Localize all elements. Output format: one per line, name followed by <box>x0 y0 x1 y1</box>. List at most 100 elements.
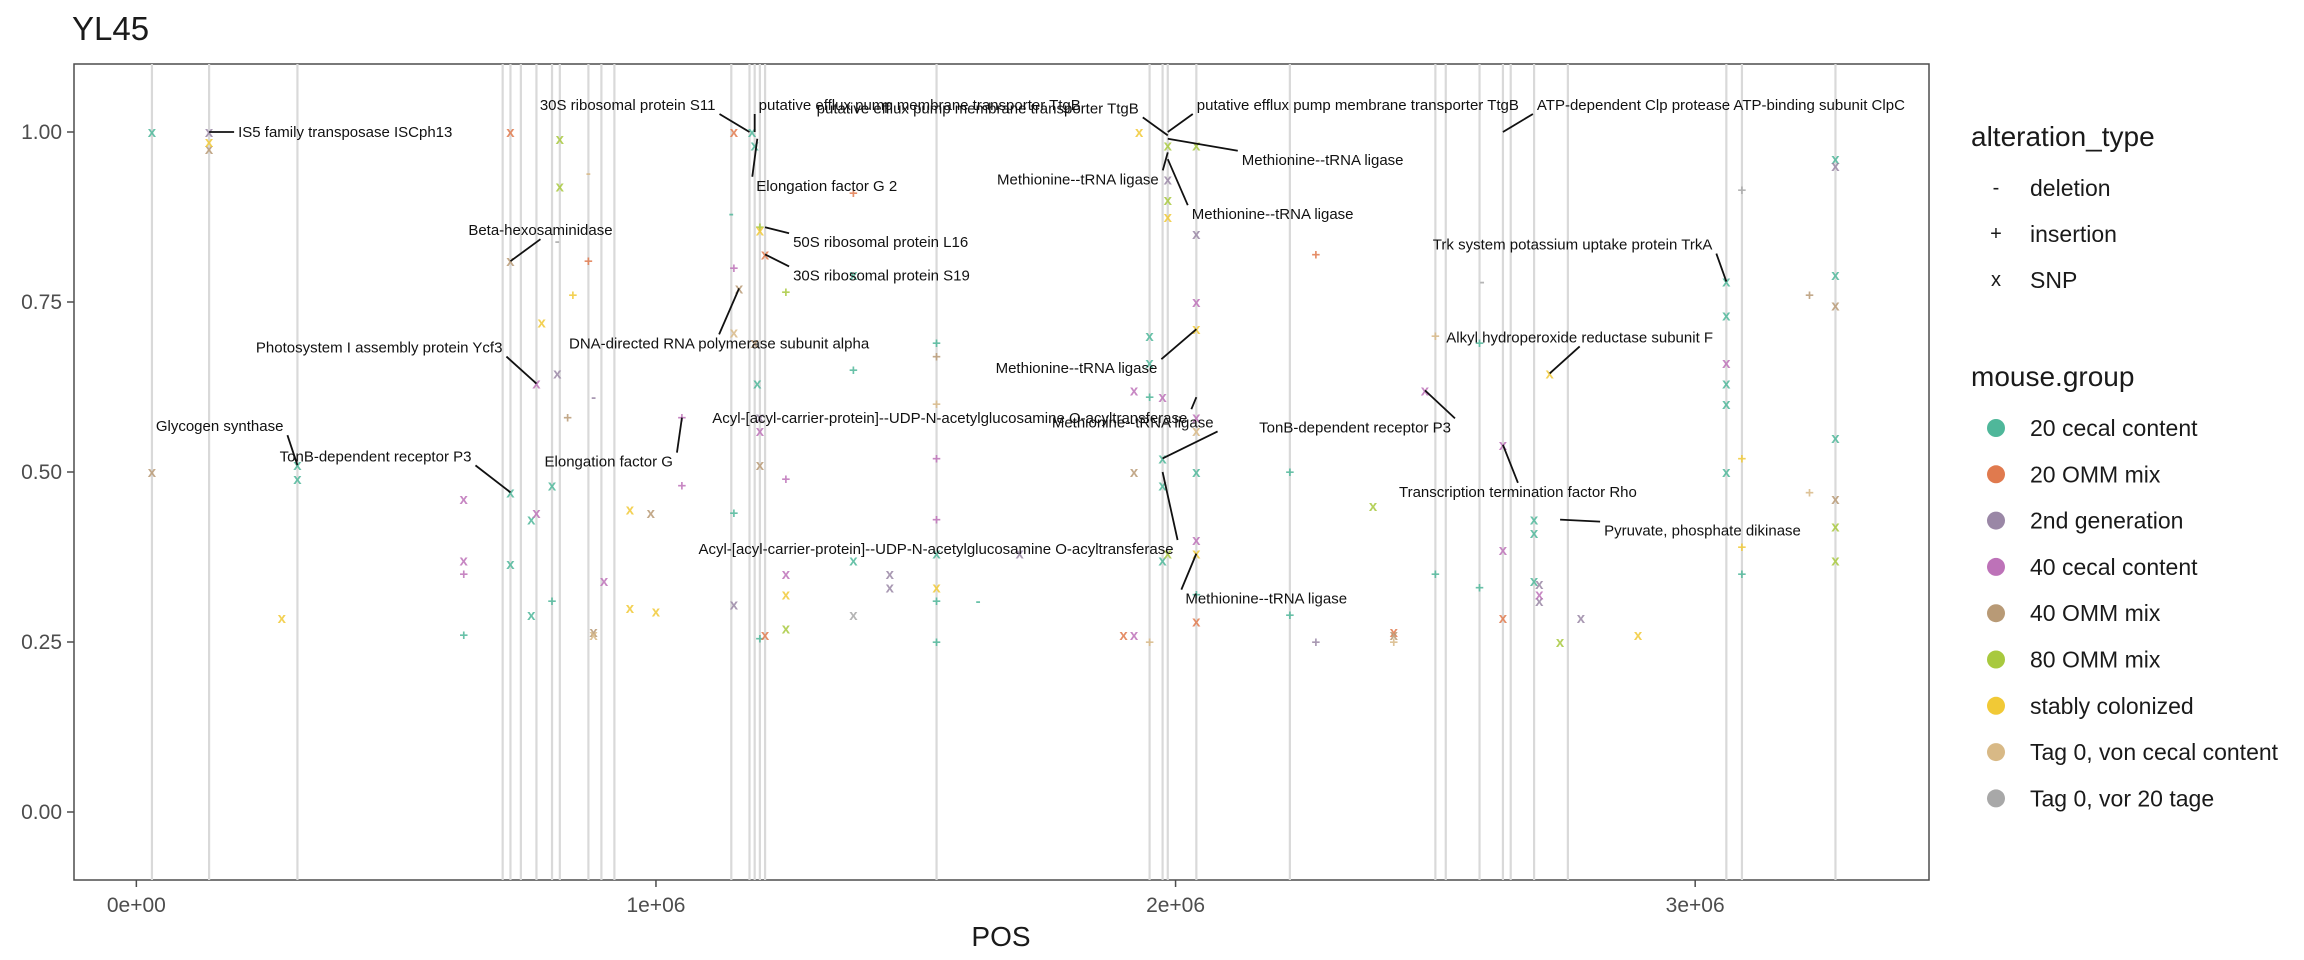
data-point: x <box>1722 376 1731 393</box>
annotation-leader <box>1166 158 1189 206</box>
gene-annotation-label: Methionine--tRNA ligase <box>1185 591 1347 608</box>
annotation-leader <box>1502 444 1519 484</box>
gene-annotation-label: 50S ribosomal protein L16 <box>793 234 968 251</box>
data-point: x <box>1530 573 1539 590</box>
data-point: x <box>1192 138 1201 155</box>
data-point: x <box>1530 512 1539 529</box>
annotation-leader <box>719 113 750 133</box>
data-point: x <box>205 141 214 158</box>
annotation-leader <box>1167 137 1238 152</box>
legend-label: 80 OMM mix <box>2030 647 2161 673</box>
data-point: x <box>1530 525 1539 542</box>
data-point: x <box>1535 586 1544 603</box>
y-tick-label: 0.50 <box>21 461 62 484</box>
data-point: x <box>1192 294 1201 311</box>
x-tick-label: 1e+06 <box>626 894 685 917</box>
data-point: x <box>1722 464 1731 481</box>
data-point: + <box>755 219 764 236</box>
data-point: + <box>1431 328 1440 345</box>
data-point: x <box>1158 478 1167 495</box>
data-point: x <box>932 580 941 597</box>
legend-label: insertion <box>2030 221 2117 247</box>
data-point: x <box>1192 423 1201 440</box>
legend-label: stably colonized <box>2030 693 2194 719</box>
annotation-leader <box>505 355 538 385</box>
data-point: x <box>748 124 757 141</box>
data-point: x <box>506 124 515 141</box>
legend-label: Tag 0, von cecal content <box>2030 739 2279 765</box>
legend-color-swatch <box>1987 696 2005 715</box>
data-point: x <box>1577 610 1586 627</box>
data-point: x <box>527 607 536 624</box>
data-point: + <box>932 512 941 529</box>
annotation-leader <box>1190 396 1198 410</box>
data-point: x <box>751 138 760 155</box>
data-point: x <box>553 365 562 382</box>
data-points: x x x + x x x x x + - + x x x + x + x + x + + - x x + x x x x + + + + + + x x x… <box>148 124 1841 651</box>
annotation-leader <box>1161 471 1179 541</box>
gene-annotation-label: Beta-hexosaminidase <box>468 222 612 239</box>
data-point: x <box>460 491 469 508</box>
data-point: x <box>782 620 791 637</box>
legend-label: 40 OMM mix <box>2030 600 2161 626</box>
data-point: x <box>1119 627 1128 644</box>
legend-label: 20 cecal content <box>2030 415 2198 441</box>
data-point: x <box>1831 151 1840 168</box>
annotation-leader <box>718 288 740 335</box>
gene-annotation-label: Elongation factor G 2 <box>756 178 897 195</box>
data-point: x <box>278 610 287 627</box>
gene-annotation-label: Methionine--tRNA ligase <box>1052 414 1214 431</box>
data-point: x <box>1831 552 1840 569</box>
data-point: x <box>1369 498 1378 515</box>
x-tick-label: 0e+00 <box>107 894 166 917</box>
data-point: x <box>1164 209 1173 226</box>
gene-annotation-label: putative efflux pump membrane transporte… <box>1197 97 1519 114</box>
data-point: + <box>1738 539 1747 556</box>
data-point: + <box>548 593 557 610</box>
data-point: x <box>205 134 214 151</box>
annotation-leader <box>1160 328 1197 360</box>
data-point: + <box>755 631 764 648</box>
data-point: x <box>1390 624 1399 641</box>
x-tick-label: 2e+06 <box>1146 894 1205 917</box>
data-point: + <box>1285 464 1294 481</box>
data-point: x <box>751 335 760 352</box>
data-point: x <box>1535 593 1544 610</box>
data-point: x <box>1192 410 1201 427</box>
gene-annotation-label: Glycogen synthase <box>156 418 284 435</box>
y-tick-label: 0.25 <box>21 631 62 654</box>
gene-annotation-label: Pyruvate, phosphate dikinase <box>1604 523 1801 540</box>
data-point: - <box>1480 274 1485 291</box>
data-point: x <box>600 573 609 590</box>
annotation-leader <box>286 434 299 466</box>
data-point: x <box>1499 610 1508 627</box>
gene-annotation-label: Transcription termination factor Rho <box>1399 484 1637 501</box>
gene-annotation-label: Methionine--tRNA ligase <box>1192 206 1354 223</box>
data-point: + <box>1805 484 1814 501</box>
gene-annotation-label: putative efflux pump membrane transporte… <box>817 100 1139 117</box>
data-point: x <box>589 624 598 641</box>
legend-color-swatch <box>1987 511 2005 530</box>
data-point: + <box>1738 450 1747 467</box>
legend-color-swatch <box>1987 419 2005 437</box>
data-point: + <box>1311 246 1320 263</box>
legend-label: 2nd generation <box>2030 508 2183 534</box>
data-point: + <box>932 396 941 413</box>
data-point: - <box>591 389 596 406</box>
gene-annotation-label: TonB-dependent receptor P3 <box>1259 419 1451 436</box>
data-point: x <box>527 512 536 529</box>
annotation-leader <box>1560 518 1601 523</box>
data-point: x <box>1158 389 1167 406</box>
data-point: x <box>756 223 765 240</box>
data-point: x <box>1192 226 1201 243</box>
data-point: x <box>1831 297 1840 314</box>
data-point: x <box>1722 274 1731 291</box>
data-point: x <box>1390 627 1399 644</box>
data-point: - <box>976 593 981 610</box>
data-point: x <box>293 471 302 488</box>
data-point: x <box>1831 267 1840 284</box>
data-point: x <box>1164 192 1173 209</box>
data-point: x <box>1164 172 1173 189</box>
data-point: x <box>1831 491 1840 508</box>
data-point: x <box>1546 365 1555 382</box>
